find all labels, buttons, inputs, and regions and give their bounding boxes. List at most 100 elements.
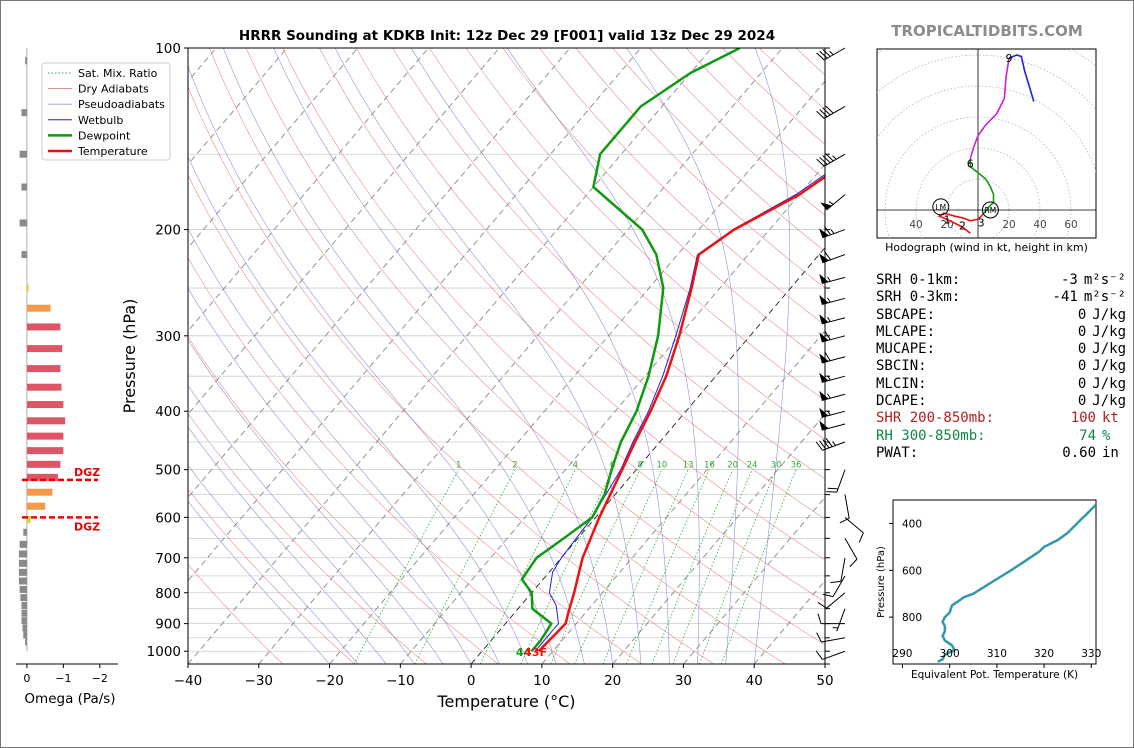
dry-adiabat-line bbox=[355, 48, 825, 520]
theta-e-panel: 290 300 310 320 330 400 600 800 Equivalent Pot. … bbox=[876, 499, 1101, 681]
omega-bar bbox=[26, 345, 63, 353]
wind-barb-staff bbox=[821, 317, 846, 325]
y-tick-label: 200 bbox=[155, 223, 181, 239]
omega-tick-label: −2 bbox=[92, 672, 108, 685]
theta-e-x-tick-label: 300 bbox=[940, 648, 960, 660]
wind-barb-staff bbox=[821, 375, 846, 383]
stat-unit: % bbox=[1102, 427, 1111, 444]
wind-barb-full bbox=[822, 107, 831, 116]
wind-barb bbox=[819, 314, 846, 325]
wind-barb-full bbox=[815, 650, 823, 660]
mixing-ratio-line bbox=[672, 469, 753, 664]
dgz-label-upper: DGZ bbox=[74, 466, 100, 479]
pseudoadiabat-line bbox=[188, 385, 415, 664]
wind-barb-full bbox=[824, 251, 832, 261]
wind-barb bbox=[819, 390, 846, 401]
x-tick-label: 30 bbox=[675, 673, 692, 689]
hodograph-caption: Hodograph (wind in kt, height in km) bbox=[885, 241, 1088, 254]
wind-barb-full bbox=[849, 558, 858, 568]
y-tick-label: 400 bbox=[155, 404, 181, 420]
stat-label: SRH 0-3km: bbox=[876, 289, 961, 306]
omega-bar bbox=[26, 304, 51, 312]
wind-barb-full bbox=[822, 155, 831, 164]
stat-value: 0 bbox=[1077, 358, 1087, 375]
omega-bar bbox=[22, 624, 27, 632]
stat-row: MLCIN: 0 J/kg bbox=[876, 376, 1126, 393]
dry-adiabat-line bbox=[502, 48, 825, 363]
wind-barb-half bbox=[830, 229, 835, 234]
pseudoadiabat-line bbox=[188, 500, 330, 664]
omega-panel: DGZ DGZ 0 −1 −2 Omega (Pa/s) bbox=[16, 48, 118, 707]
wind-barb-flag bbox=[819, 314, 829, 324]
wind-barb-half bbox=[827, 297, 831, 303]
y-tick-label: 500 bbox=[155, 463, 181, 479]
wetbulb-line bbox=[534, 173, 825, 652]
wind-barb-full bbox=[839, 517, 850, 524]
isotherm-line bbox=[188, 48, 642, 582]
wind-barb-staff bbox=[832, 575, 846, 597]
omega-bar bbox=[19, 150, 27, 158]
stat-unit: kt bbox=[1102, 410, 1119, 427]
omega-bar bbox=[21, 251, 27, 259]
theta-e-y-tick-label: 400 bbox=[902, 518, 922, 530]
theta-e-plot-area bbox=[937, 503, 1096, 663]
wind-barb-flag bbox=[819, 332, 829, 343]
stat-unit: J/kg bbox=[1092, 358, 1126, 375]
dry-adiabat-line bbox=[429, 48, 825, 440]
omega-axis-label: Omega (Pa/s) bbox=[24, 691, 115, 707]
stat-row: SBCAPE: 0 J/kg bbox=[876, 307, 1126, 324]
mixing-ratio-label: 24 bbox=[747, 461, 758, 471]
wind-barb bbox=[819, 273, 846, 285]
surface-temperature-label: 43F bbox=[524, 646, 547, 659]
wind-barb bbox=[819, 372, 846, 383]
stat-label: RH 300-850mb: bbox=[876, 427, 986, 444]
stat-value: 100 bbox=[1070, 410, 1096, 427]
wind-barb-flag bbox=[819, 353, 829, 363]
wind-barb-full bbox=[825, 437, 833, 447]
x-tick-label: 0 bbox=[467, 673, 476, 689]
wind-barb-flag bbox=[819, 228, 830, 238]
stats-table: SRH 0-1km: -3 m²s⁻² SRH 0-3km: -41 m²s⁻² SBCAP… bbox=[876, 272, 1126, 462]
omega-bar bbox=[21, 109, 27, 117]
y-tick-label: 600 bbox=[155, 510, 181, 526]
omega-bar bbox=[23, 631, 27, 639]
wind-barb-staff bbox=[840, 557, 846, 582]
hodograph-trace bbox=[969, 57, 1010, 160]
theta-e-x-tick-label: 320 bbox=[1034, 648, 1054, 660]
pseudoadiabat-line bbox=[753, 48, 791, 664]
stat-label: DCAPE: bbox=[876, 393, 927, 410]
wind-barb-full bbox=[819, 50, 828, 59]
mixing-ratio-line bbox=[721, 469, 797, 664]
mixing-ratio-label: 36 bbox=[791, 461, 802, 471]
isotherm-line bbox=[0, 48, 4, 664]
wind-barb-full bbox=[825, 153, 834, 162]
hodograph-frame bbox=[876, 48, 1097, 239]
isotherm-line bbox=[683, 496, 825, 664]
wind-barb-full bbox=[824, 351, 831, 361]
wind-barb bbox=[816, 153, 846, 167]
mixing-ratio-line bbox=[520, 469, 613, 664]
legend-label: Wetbulb bbox=[78, 114, 123, 127]
wind-barb bbox=[816, 105, 846, 119]
legend-label: Dry Adiabats bbox=[78, 83, 149, 96]
dry-adiabat-line bbox=[282, 48, 825, 603]
stat-value: 0 bbox=[1077, 375, 1087, 392]
y-tick-label: 700 bbox=[155, 551, 181, 567]
legend-label: Sat. Mix. Ratio bbox=[78, 67, 158, 80]
wind-barb-half bbox=[828, 201, 834, 205]
stat-row: SHR 200-850mb: 100 kt bbox=[876, 410, 1126, 427]
wind-barb-staff bbox=[823, 47, 846, 61]
wind-barb-full bbox=[827, 487, 839, 490]
theta-e-y-axis-label: Pressure (hPa) bbox=[876, 546, 887, 618]
stat-unit: J/kg bbox=[1092, 306, 1126, 323]
dry-adiabat-line bbox=[188, 257, 571, 664]
stat-row: SRH 0-1km: -3 m²s⁻² bbox=[876, 272, 1126, 289]
storm-motion-label: RM bbox=[985, 206, 997, 215]
omega-bar bbox=[26, 516, 31, 524]
mixing-ratio-label: 16 bbox=[704, 461, 715, 471]
theta-e-x-tick-label: 290 bbox=[892, 648, 912, 660]
mixing-ratio-label: 13 bbox=[683, 461, 694, 471]
wind-barb-staff bbox=[823, 153, 846, 167]
pseudoadiabat-line bbox=[188, 426, 387, 664]
wind-barb-staff bbox=[844, 538, 858, 560]
